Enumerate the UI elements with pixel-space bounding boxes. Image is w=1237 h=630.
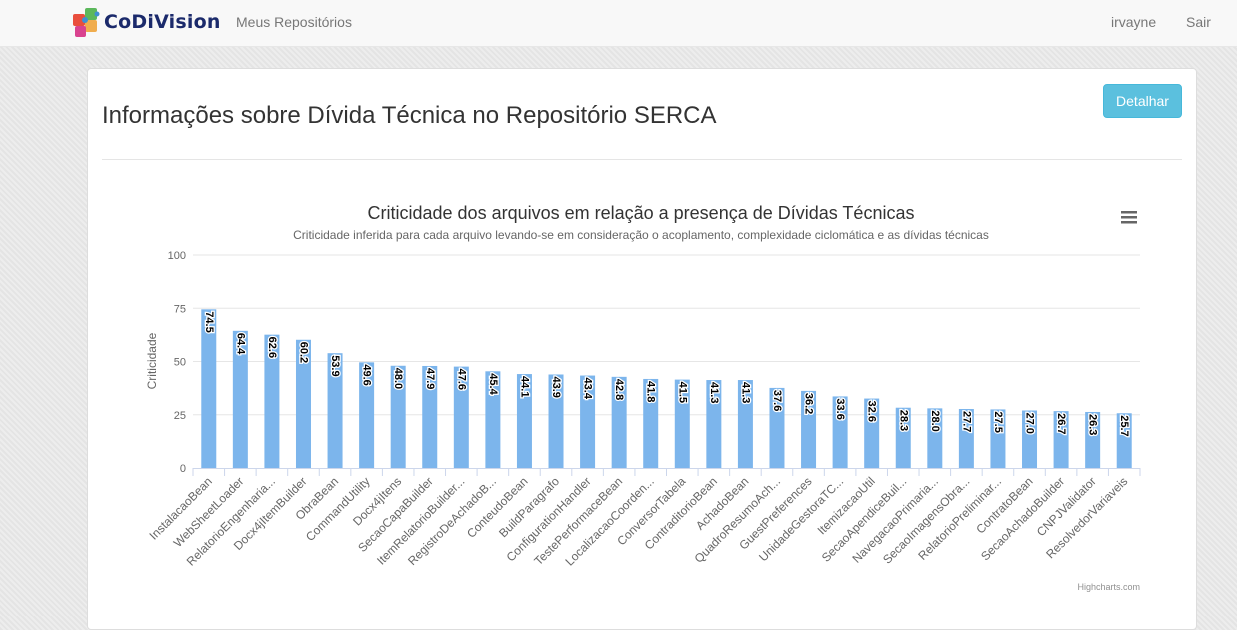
bar[interactable] xyxy=(359,362,375,468)
data-label: 41.3 xyxy=(739,382,751,403)
data-label: 47.6 xyxy=(455,369,467,390)
data-label: 27.5 xyxy=(992,411,1004,432)
bar[interactable] xyxy=(1085,411,1101,468)
y-tick-label: 100 xyxy=(168,250,186,262)
bar[interactable] xyxy=(232,330,248,468)
bar[interactable] xyxy=(453,366,469,468)
data-label: 41.8 xyxy=(645,381,657,402)
puzzle-logo-icon xyxy=(73,8,100,37)
bar[interactable] xyxy=(1116,413,1132,468)
brand-name: CoDiVision xyxy=(104,11,221,33)
bar[interactable] xyxy=(580,375,596,468)
data-label: 42.8 xyxy=(613,379,625,400)
data-labels: 74.5 64.4 62.6 60.2 53.9 49.6 48.0 47.9 47.6 45.4… xyxy=(202,310,1132,438)
data-label: 48.0 xyxy=(392,368,404,389)
bar[interactable] xyxy=(390,365,406,468)
bar[interactable] xyxy=(990,409,1006,468)
data-label: 45.4 xyxy=(487,373,499,395)
chart-subtitle: Criticidade inferida para cada arquivo l… xyxy=(293,228,989,242)
bar[interactable] xyxy=(548,374,564,468)
bar[interactable] xyxy=(832,396,848,468)
bar[interactable] xyxy=(864,398,880,468)
chart-title: Criticidade dos arquivos em relação a pr… xyxy=(368,203,915,223)
y-tick-label: 75 xyxy=(174,303,186,315)
nav-meus-repositorios[interactable]: Meus Repositórios xyxy=(236,14,352,30)
grid-lines: 0 25 50 75 100 xyxy=(168,250,1140,475)
data-label: 27.7 xyxy=(960,411,972,432)
data-label: 32.6 xyxy=(866,401,878,422)
data-label: 62.6 xyxy=(266,337,278,358)
bar[interactable] xyxy=(485,371,501,468)
detail-button[interactable]: Detalhar xyxy=(1103,84,1182,118)
x-axis: InstalacaoBeanWebSheetLoaderRelatorioEng… xyxy=(147,468,1141,569)
bar[interactable] xyxy=(611,376,627,468)
criticidade-chart: Criticidade dos arquivos em relação a pr… xyxy=(145,203,1144,592)
bar[interactable] xyxy=(706,380,722,468)
bar[interactable] xyxy=(674,379,690,468)
divider xyxy=(102,159,1182,160)
bar[interactable] xyxy=(264,334,280,468)
data-label: 74.5 xyxy=(203,311,215,332)
bar[interactable] xyxy=(327,353,343,468)
data-label: 28.3 xyxy=(897,410,909,431)
data-label: 27.0 xyxy=(1024,412,1036,433)
bar[interactable] xyxy=(769,387,785,468)
data-label: 53.9 xyxy=(329,355,341,376)
data-label: 36.2 xyxy=(803,393,815,414)
y-axis-label: Criticidade xyxy=(145,332,159,389)
data-label: 41.3 xyxy=(708,382,720,403)
navbar: CoDiVision Meus Repositórios irvayne Sai… xyxy=(0,0,1237,47)
bars xyxy=(201,309,1132,468)
y-tick-label: 50 xyxy=(174,357,186,369)
data-label: 60.2 xyxy=(297,342,309,363)
brand-logo[interactable]: CoDiVision xyxy=(72,4,221,40)
bar[interactable] xyxy=(1053,411,1069,468)
data-label: 43.4 xyxy=(582,378,594,400)
data-label: 26.7 xyxy=(1055,413,1067,434)
bar[interactable] xyxy=(927,408,943,468)
data-label: 33.6 xyxy=(834,398,846,419)
nav-logout[interactable]: Sair xyxy=(1186,14,1211,30)
bar[interactable] xyxy=(295,339,311,468)
nav-user[interactable]: irvayne xyxy=(1111,14,1157,30)
page-title: Informações sobre Dívida Técnica no Repo… xyxy=(102,102,717,129)
data-label: 49.6 xyxy=(361,364,373,385)
y-tick-label: 25 xyxy=(174,410,186,422)
data-label: 37.6 xyxy=(771,390,783,411)
data-label: 64.4 xyxy=(234,333,246,355)
bar[interactable] xyxy=(895,407,911,468)
bar[interactable] xyxy=(422,365,438,468)
data-label: 47.9 xyxy=(424,368,436,389)
bar[interactable] xyxy=(643,378,659,468)
data-label: 26.3 xyxy=(1087,414,1099,435)
highcharts-credit[interactable]: Highcharts.com xyxy=(1077,582,1140,592)
data-label: 41.5 xyxy=(676,382,688,403)
bar[interactable] xyxy=(516,374,532,468)
bar[interactable] xyxy=(201,309,217,468)
data-label: 25.7 xyxy=(1118,415,1130,436)
bar[interactable] xyxy=(958,408,974,468)
y-tick-label: 0 xyxy=(180,463,186,475)
chart-menu-icon[interactable] xyxy=(1114,206,1144,228)
bar[interactable] xyxy=(737,380,753,468)
data-label: 44.1 xyxy=(518,376,530,397)
data-label: 43.9 xyxy=(550,376,562,397)
bar[interactable] xyxy=(1022,410,1038,468)
bar[interactable] xyxy=(801,390,817,468)
data-label: 28.0 xyxy=(929,410,941,431)
